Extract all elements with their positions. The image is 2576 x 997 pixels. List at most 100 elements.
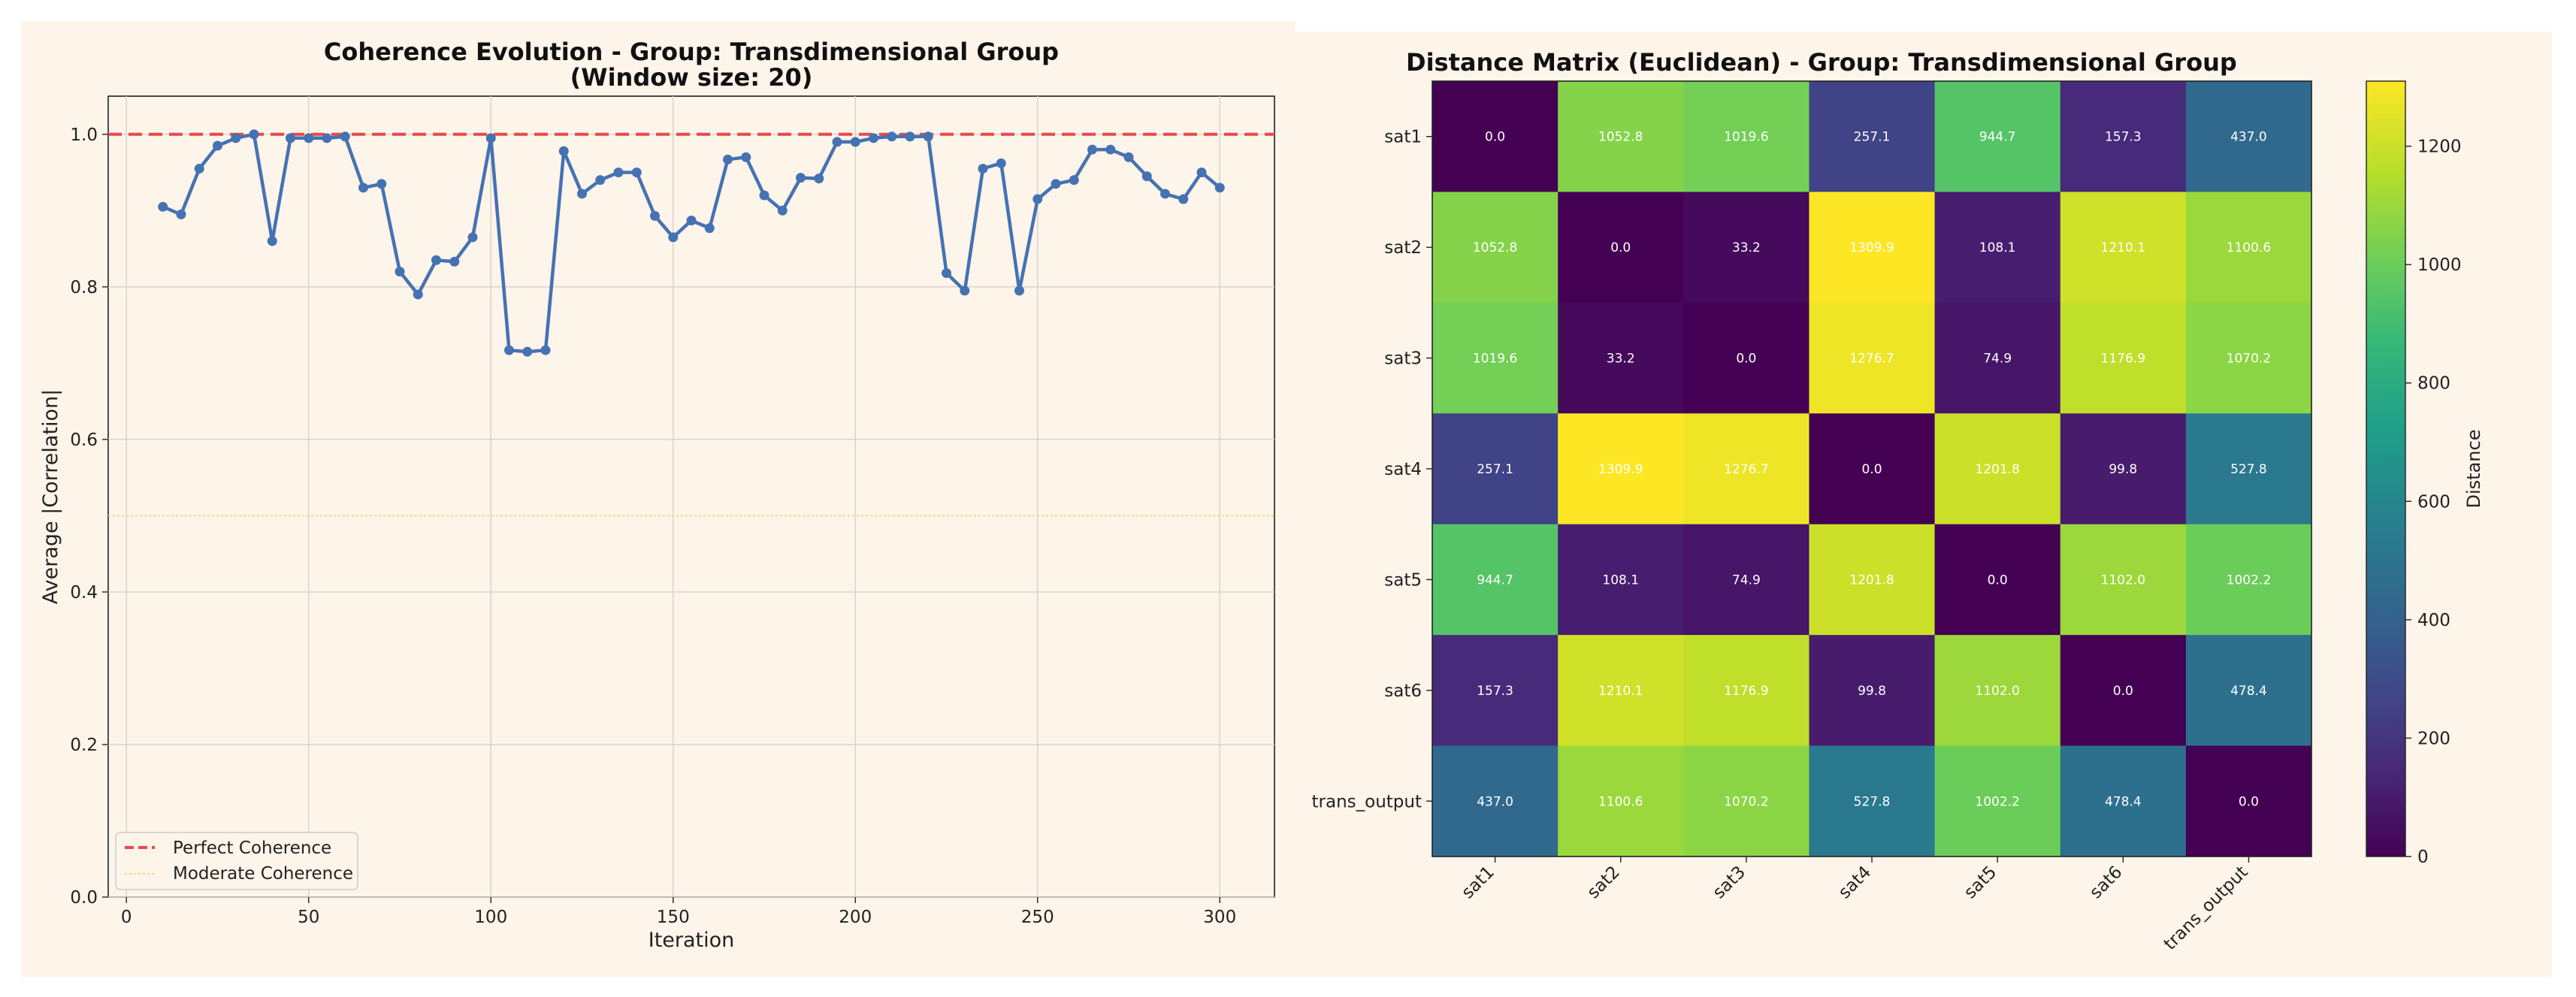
heatmap-cell-value: 33.2 bbox=[1607, 352, 1635, 367]
heatmap-cell bbox=[1683, 302, 1810, 414]
heatmap-cell bbox=[2185, 192, 2312, 304]
heatmap-cell bbox=[2060, 81, 2187, 192]
heatmap-cell-value: 157.3 bbox=[1477, 684, 1513, 699]
y-tick-label: 0.4 bbox=[70, 583, 98, 603]
line-legend: Perfect Coherence Moderate Coherence bbox=[115, 832, 358, 890]
data-point bbox=[485, 133, 496, 144]
data-point bbox=[777, 205, 788, 216]
heatmap-cell-value: 0.0 bbox=[1610, 240, 1631, 255]
data-point bbox=[1014, 286, 1024, 296]
heatmap-cell bbox=[1809, 81, 1936, 192]
colorbar-tick-label: 600 bbox=[2417, 492, 2451, 512]
data-point bbox=[467, 232, 478, 243]
heatmap-cell bbox=[1558, 81, 1684, 192]
heatmap-cell-value: 1019.6 bbox=[1473, 352, 1517, 367]
heatmap-cell bbox=[1558, 635, 1684, 747]
x-tick-label: 200 bbox=[839, 908, 872, 927]
heatmap-cell bbox=[1809, 745, 1936, 857]
data-point bbox=[577, 189, 587, 199]
heatmap-cell bbox=[1558, 192, 1684, 304]
heatmap-cell bbox=[2185, 302, 2312, 414]
heatmap-cell bbox=[2185, 745, 2312, 857]
line-plot-area bbox=[107, 95, 1275, 898]
line-grid bbox=[108, 96, 1274, 898]
heatmap-cell-value: 0.0 bbox=[1861, 462, 1882, 477]
data-point bbox=[231, 133, 241, 144]
line-series bbox=[158, 129, 1225, 357]
heatmap-cell bbox=[1432, 81, 1559, 192]
heatmap-cell-value: 1210.1 bbox=[1598, 684, 1643, 699]
heatmap-cell-value: 0.0 bbox=[1988, 573, 2008, 588]
row-label: sat5 bbox=[1384, 570, 1422, 590]
row-label: sat4 bbox=[1384, 460, 1422, 479]
heatmap-cell bbox=[1558, 413, 1684, 525]
data-point bbox=[704, 223, 715, 234]
data-point bbox=[413, 289, 423, 300]
x-axis-label: Iteration bbox=[649, 929, 735, 952]
heatmap-cell bbox=[1683, 192, 1810, 304]
heatmap-cell-value: 1019.6 bbox=[1724, 130, 1768, 145]
data-point bbox=[213, 140, 222, 151]
data-point bbox=[194, 163, 204, 174]
y-tick-label: 1.0 bbox=[70, 125, 98, 145]
data-point bbox=[723, 154, 733, 165]
colorbar-tick-label: 1200 bbox=[2417, 137, 2462, 157]
heatmap-cell-value: 108.1 bbox=[1979, 240, 2016, 255]
data-point bbox=[668, 232, 679, 243]
heatmap-cell-value: 1100.6 bbox=[1598, 794, 1643, 809]
data-point bbox=[249, 129, 259, 140]
colorbar-label: Distance bbox=[2463, 430, 2484, 509]
heatmap-cell-value: 0.0 bbox=[1736, 352, 1756, 367]
data-point bbox=[1033, 194, 1043, 204]
data-point bbox=[796, 173, 806, 183]
heatmap-cell bbox=[2060, 745, 2187, 857]
heatmap-title: Distance Matrix (Euclidean) - Group: Tra… bbox=[1406, 48, 2237, 77]
data-point bbox=[741, 152, 751, 162]
data-point bbox=[686, 215, 697, 225]
heatmap-cell bbox=[1432, 524, 1559, 636]
heatmap-cell-value: 1210.1 bbox=[2101, 240, 2145, 255]
x-ticks: 0 50 100 150 200 250 300 bbox=[121, 897, 1236, 927]
heatmap-frame bbox=[1432, 80, 2312, 857]
heatmap-cell-value: 99.8 bbox=[1858, 684, 1886, 699]
colorbar-tick-label: 400 bbox=[2417, 611, 2451, 630]
heatmap-row-labels: sat1 sat2 sat3 sat4 sat5 sat6 trans_output bbox=[1312, 128, 1432, 811]
colorbar-tick-label: 1000 bbox=[2417, 255, 2462, 275]
distance-heatmap: Distance Matrix (Euclidean) - Group: Tra… bbox=[1312, 48, 2312, 954]
y-tick-label: 0.0 bbox=[70, 888, 98, 908]
heatmap-cell bbox=[2060, 192, 2187, 304]
heatmap-cell-value: 1100.6 bbox=[2227, 240, 2271, 255]
x-tick-label: 0 bbox=[121, 908, 132, 927]
heatmap-cell bbox=[1432, 635, 1559, 747]
data-point bbox=[1051, 179, 1061, 189]
heatmap-cell-value: 0.0 bbox=[2113, 684, 2133, 699]
data-point bbox=[613, 168, 624, 178]
y-tick-label: 0.8 bbox=[70, 278, 98, 298]
heatmap-cell bbox=[1934, 192, 2061, 304]
colorbar-gradient bbox=[2366, 80, 2406, 857]
x-tick-label: 300 bbox=[1203, 908, 1236, 927]
heatmap-cell-value: 1201.8 bbox=[1975, 462, 2019, 477]
data-point bbox=[176, 209, 186, 219]
data-point bbox=[395, 267, 405, 277]
x-tick-label: 250 bbox=[1021, 908, 1054, 927]
x-tick-label: 150 bbox=[657, 908, 690, 927]
heatmap-cell-value: 1201.8 bbox=[1849, 573, 1894, 588]
data-point bbox=[887, 131, 897, 142]
heatmap-cell-value: 478.4 bbox=[2230, 684, 2267, 699]
colorbar-tick-label: 0 bbox=[2417, 847, 2429, 867]
heatmap-cell bbox=[1809, 413, 1936, 525]
heatmap-cell bbox=[2185, 524, 2312, 636]
legend-box bbox=[115, 832, 358, 890]
heatmap-cell-value: 0.0 bbox=[1485, 130, 1505, 145]
heatmap-cell-value: 1176.9 bbox=[1724, 684, 1768, 699]
heatmap-cell-value: 1070.2 bbox=[2227, 352, 2271, 367]
heatmap-cell-value: 1102.0 bbox=[2101, 573, 2145, 588]
legend-moderate-coherence-label: Moderate Coherence bbox=[173, 864, 353, 884]
data-point bbox=[978, 163, 988, 174]
heatmap-cell-value: 1052.8 bbox=[1473, 240, 1517, 255]
colorbar-ticks: 0 200 400 600 800 1000 1200 bbox=[2405, 137, 2462, 867]
heatmap-cell-value: 527.8 bbox=[2230, 462, 2267, 477]
data-point bbox=[759, 190, 769, 201]
data-point bbox=[1160, 189, 1170, 199]
